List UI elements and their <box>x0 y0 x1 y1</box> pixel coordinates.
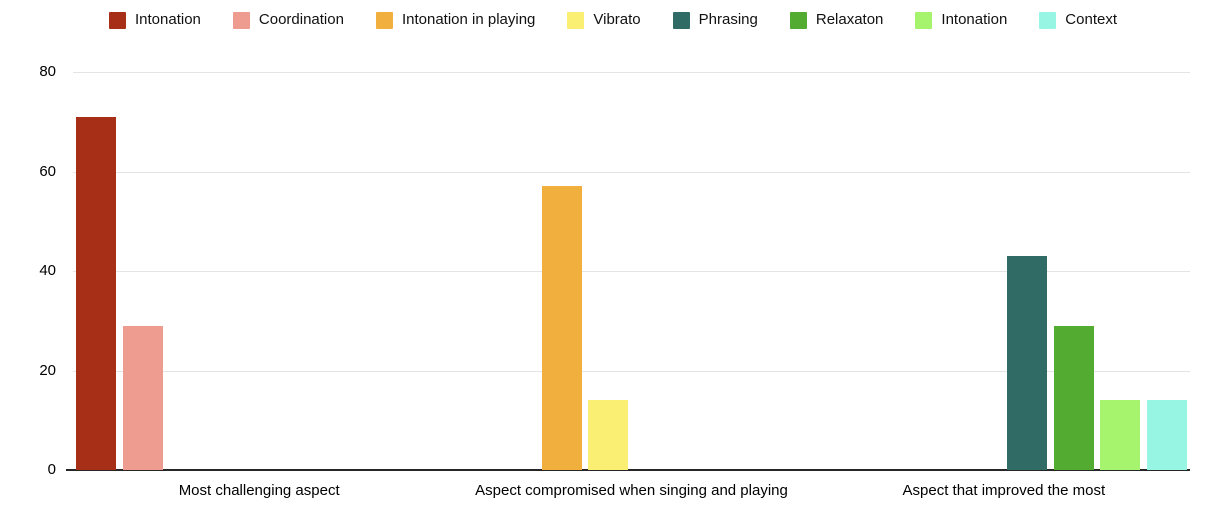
x-axis-category-label: Aspect that improved the most <box>902 482 1106 499</box>
chart-legend: Intonation Coordination Intonation in play… <box>0 10 1226 30</box>
gridline <box>73 72 1190 73</box>
legend-label: Intonation <box>135 11 201 28</box>
bar <box>1100 400 1141 470</box>
bar <box>541 186 582 470</box>
legend-item: Vibrato <box>567 10 641 30</box>
legend-swatch <box>789 11 807 29</box>
legend-swatch <box>567 11 585 29</box>
legend-swatch <box>915 11 933 29</box>
legend-item: Context <box>1039 10 1117 30</box>
legend-swatch <box>1039 11 1057 29</box>
legend-swatch <box>232 11 250 29</box>
bar <box>1053 325 1094 470</box>
legend-label: Phrasing <box>698 11 758 28</box>
y-axis-tick-label: 40 <box>39 262 56 279</box>
legend-item: Phrasing <box>672 10 758 30</box>
legend-item: Relaxaton <box>789 10 884 30</box>
gridline <box>73 370 1190 372</box>
gridline <box>73 171 1190 173</box>
legend-swatch <box>672 11 690 29</box>
x-axis-category-label: Aspect compromised when singing and play… <box>475 482 788 499</box>
bar <box>122 325 163 470</box>
bar <box>588 400 629 470</box>
legend-label: Relaxaton <box>815 11 884 28</box>
bar <box>1146 400 1187 470</box>
y-axis-tick-label: 80 <box>39 63 56 80</box>
x-axis-category-label: Most challenging aspect <box>178 482 340 499</box>
y-axis-tick-label: 0 <box>47 461 56 478</box>
legend-item: Coordination <box>232 10 344 30</box>
legend-label: Coordination <box>258 11 344 28</box>
x-axis-baseline <box>66 469 1190 471</box>
legend-item: Intonation <box>915 10 1007 30</box>
bar <box>76 116 117 470</box>
legend-label: Intonation in playing <box>401 11 536 28</box>
y-axis-tick-label: 60 <box>39 162 56 180</box>
legend-swatch <box>375 11 393 29</box>
gridline <box>73 271 1190 272</box>
legend-label: Intonation <box>941 11 1008 28</box>
legend-item: Intonation in playing <box>375 10 536 30</box>
legend-item: Intonation <box>109 10 201 30</box>
legend-label: Vibrato <box>593 11 641 28</box>
y-axis-tick-label: 20 <box>39 361 56 379</box>
legend-label: Context <box>1065 11 1117 28</box>
legend-swatch <box>109 11 126 29</box>
bar <box>1007 256 1048 470</box>
